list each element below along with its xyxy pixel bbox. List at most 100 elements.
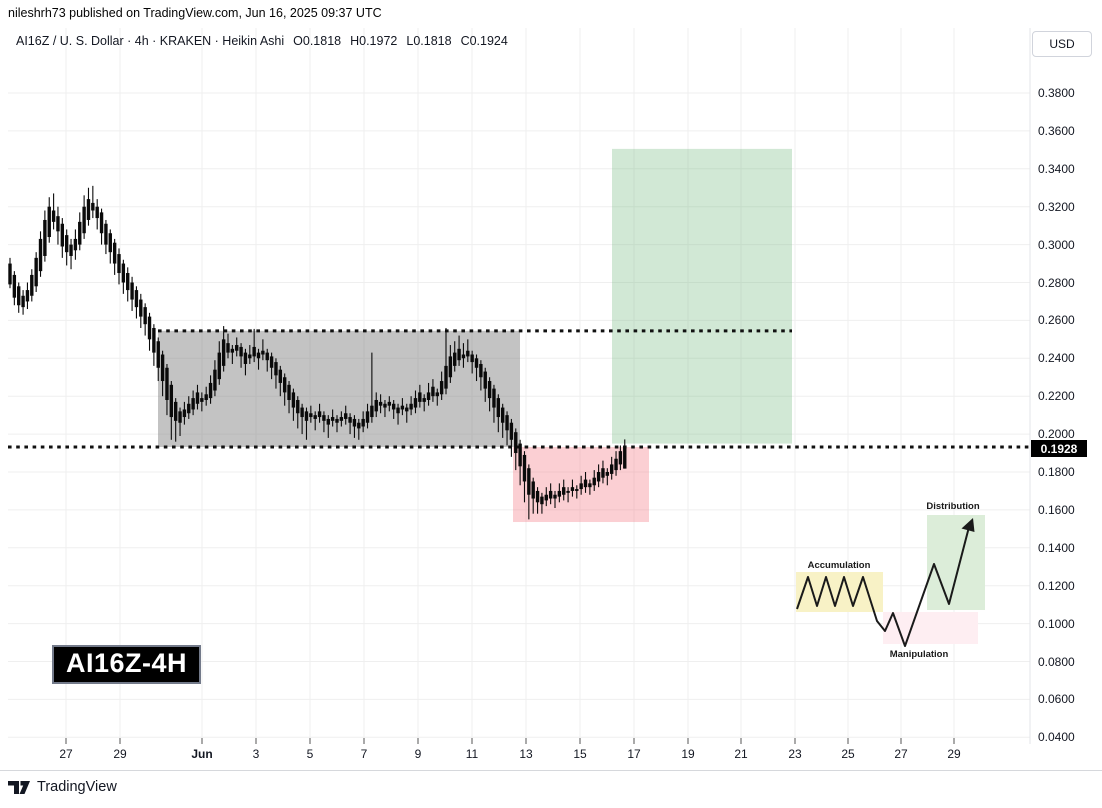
time-axis-label: 19: [681, 747, 695, 761]
candle-body: [130, 282, 134, 300]
currency-toggle-button[interactable]: USD: [1032, 31, 1092, 57]
candle-body: [409, 403, 413, 410]
distribution-label: Distribution: [926, 501, 979, 512]
target-zone: [612, 148, 792, 444]
candle-body: [235, 345, 239, 351]
price-axis-label: 0.1200: [1038, 578, 1075, 593]
candle-body: [474, 358, 479, 368]
candle-body: [596, 472, 601, 482]
candle-body: [82, 206, 86, 234]
candle-body: [583, 479, 588, 488]
tradingview-brand-text: TradingView: [37, 779, 117, 795]
candle-body: [618, 451, 623, 465]
candle-body: [540, 496, 544, 505]
candle-body: [548, 490, 553, 499]
time-axis-label: 3: [252, 747, 260, 761]
candle-body: [605, 472, 610, 476]
candle-body: [592, 477, 596, 486]
candle-body: [435, 392, 439, 397]
candle-body: [69, 244, 73, 256]
axis-separator-line: [0, 770, 1102, 771]
candle-body: [17, 286, 21, 306]
candle-body: [213, 369, 217, 391]
candle-body: [470, 354, 474, 363]
tradingview-brand-link[interactable]: TradingView: [8, 779, 117, 795]
candle-body: [12, 274, 17, 298]
candle-body: [518, 443, 522, 467]
candle-body: [60, 223, 65, 247]
candle-body: [326, 418, 330, 425]
symbol-title: AI16Z / U. S. Dollar · 4h · KRAKEN · Hei…: [16, 34, 285, 48]
candle-body: [112, 242, 117, 264]
candle-body: [623, 448, 627, 469]
schematic-zigzag-line: [796, 526, 970, 647]
candle-body: [378, 401, 383, 406]
ohlc-open: O0.1818: [293, 34, 342, 48]
candle-body: [64, 235, 69, 253]
candle-body: [365, 411, 370, 423]
ohlc-high: H0.1972: [350, 34, 398, 48]
time-axis-label: 13: [519, 747, 533, 761]
candle-body: [139, 299, 143, 317]
candle-body: [496, 398, 501, 418]
time-axis-label: 15: [573, 747, 587, 761]
candle-body: [25, 290, 30, 302]
candle-body: [487, 381, 492, 399]
candle-body: [601, 468, 605, 478]
price-axis-label: 0.1400: [1038, 540, 1075, 555]
price-axis-label: 0.3200: [1038, 199, 1075, 214]
candle-body: [217, 352, 221, 380]
schematic-arrowhead-icon: [961, 518, 975, 532]
candle-body: [431, 386, 435, 397]
candle-body: [152, 327, 156, 353]
ohlc-close: C0.1924: [460, 34, 508, 48]
candle-body: [514, 432, 518, 454]
candle-body: [313, 415, 317, 419]
price-axis-label: 0.2600: [1038, 313, 1075, 328]
wyckoff-schematic: Accumulation Manipulation Distribution: [796, 501, 985, 660]
price-axis-label: 0.0800: [1038, 654, 1075, 669]
candle-body: [330, 417, 335, 421]
candle-body: [243, 352, 248, 364]
candle-body: [91, 202, 95, 211]
candle-body: [588, 483, 592, 488]
candle-body: [252, 346, 256, 357]
price-axis-label: 0.3800: [1038, 86, 1075, 100]
candle-body: [208, 382, 213, 399]
candle-body: [396, 407, 400, 414]
candle-body: [221, 339, 226, 366]
candle-body: [570, 487, 575, 491]
price-axis-label: 0.0600: [1038, 692, 1075, 707]
candle-body: [104, 223, 108, 245]
accumulation-zone: [158, 330, 520, 447]
candle-body: [143, 307, 147, 325]
candle-body: [204, 394, 208, 400]
time-axis-label: 25: [841, 747, 855, 761]
price-axis-label: 0.1000: [1038, 616, 1075, 631]
candle-body: [418, 392, 422, 402]
tradingview-logo-icon: [8, 780, 30, 794]
price-axis-label: 0.2800: [1038, 275, 1075, 290]
candle-body: [553, 494, 557, 499]
candle-body: [370, 405, 374, 418]
time-axis-label: 23: [788, 747, 802, 761]
candle-body: [296, 399, 300, 414]
time-axis-label: 29: [947, 747, 961, 761]
time-axis-label: 27: [894, 747, 908, 761]
candle-body: [230, 348, 235, 353]
time-axis-label: 27: [59, 747, 73, 761]
candle-body: [609, 464, 614, 474]
candle-body: [466, 350, 470, 357]
candle-body: [187, 403, 191, 414]
candle-body: [278, 369, 283, 383]
candle-body: [8, 263, 12, 285]
candle-body: [126, 273, 130, 291]
candle-body: [483, 371, 487, 389]
time-axis-label: 7: [360, 747, 368, 761]
candle-body: [387, 401, 392, 406]
candle-body: [492, 388, 496, 408]
chart-legend: AI16Z / U. S. Dollar · 4h · KRAKEN · Hei…: [16, 34, 508, 48]
candle-body: [309, 413, 313, 418]
